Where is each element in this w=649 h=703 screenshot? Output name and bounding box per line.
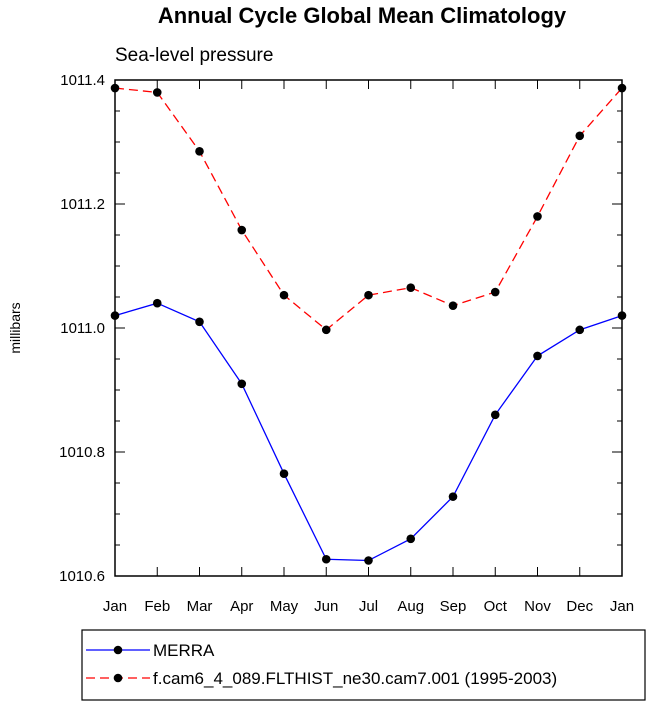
plot-frame xyxy=(114,79,623,577)
y-tick-label: 1010.6 xyxy=(59,568,105,585)
data-point xyxy=(533,351,542,361)
data-point xyxy=(279,290,289,300)
data-point xyxy=(448,301,458,310)
data-point xyxy=(195,147,204,156)
data-point xyxy=(364,556,373,565)
data-point xyxy=(490,287,500,297)
x-tick-label: Jul xyxy=(359,598,378,615)
chart-subtitle: Sea-level pressure xyxy=(115,45,273,66)
legend-label: f.cam6_4_089.FLTHIST_ne30.cam7.001 (1995… xyxy=(153,669,557,688)
x-tick-label: Aug xyxy=(397,598,424,615)
data-point xyxy=(490,410,500,420)
x-tick-label: Feb xyxy=(144,598,170,615)
axis-ticks xyxy=(114,79,623,577)
data-point xyxy=(575,325,585,335)
x-tick-label: Jan xyxy=(610,598,634,615)
legend: MERRA f.cam6_4_089.FLTHIST_ne30.cam7.001 … xyxy=(81,629,646,701)
y-tick-label: 1011.0 xyxy=(60,320,105,337)
series-layer xyxy=(110,83,627,565)
data-point xyxy=(406,534,416,544)
x-tick-label: May xyxy=(270,598,299,615)
data-point xyxy=(448,492,458,501)
legend-box xyxy=(81,629,646,701)
legend-label: MERRA xyxy=(153,641,215,660)
y-tick-labels: 1010.6 1010.8 1011.0 1011.2 1011.4 xyxy=(59,72,105,585)
x-tick-label: Jan xyxy=(103,598,127,615)
x-tick-label: Oct xyxy=(484,598,508,615)
legend-items: MERRA f.cam6_4_089.FLTHIST_ne30.cam7.001 … xyxy=(86,641,557,688)
data-point xyxy=(237,379,247,389)
y-axis-label: millibars xyxy=(7,302,23,353)
data-point xyxy=(533,212,542,221)
data-point xyxy=(575,131,585,141)
data-point xyxy=(321,554,331,564)
data-point xyxy=(321,325,331,335)
x-tick-label: Apr xyxy=(230,598,253,615)
y-tick-label: 1010.8 xyxy=(59,444,105,461)
series-line-1 xyxy=(114,302,623,562)
data-point xyxy=(237,225,247,235)
data-point xyxy=(279,469,289,479)
data-point xyxy=(364,290,373,300)
x-tick-label: Nov xyxy=(524,598,551,615)
x-tick-label: Dec xyxy=(566,598,593,615)
y-tick-label: 1011.4 xyxy=(60,72,105,89)
chart-title: Annual Cycle Global Mean Climatology xyxy=(158,3,567,28)
legend-marker xyxy=(113,645,123,655)
data-point xyxy=(152,298,162,308)
data-point xyxy=(152,88,162,97)
x-tick-label: Jun xyxy=(314,598,338,615)
data-point xyxy=(195,317,204,327)
x-tick-label: Mar xyxy=(187,598,213,615)
y-tick-label: 1011.2 xyxy=(60,196,105,213)
x-tick-label: Sep xyxy=(440,598,467,615)
x-tick-labels: Jan Feb Mar Apr May Jun Jul Aug Sep Oct Nov Dec Jan xyxy=(103,598,634,615)
legend-marker xyxy=(113,673,123,683)
data-point xyxy=(406,283,416,293)
